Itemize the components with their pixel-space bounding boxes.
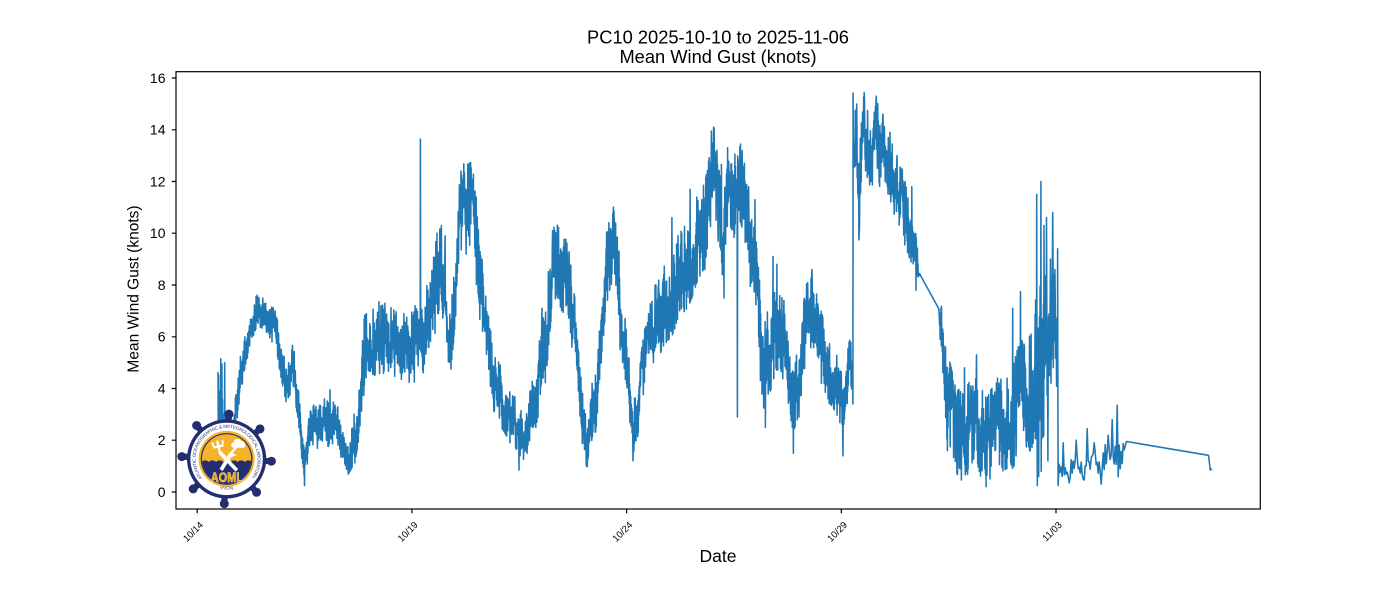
svg-text:NOAA: NOAA (219, 486, 233, 491)
svg-text:Mean Wind Gust (knots): Mean Wind Gust (knots) (126, 205, 143, 372)
svg-text:PC10 2025-10-10 to 2025-11-06: PC10 2025-10-10 to 2025-11-06 (587, 27, 849, 48)
svg-text:4: 4 (158, 380, 166, 396)
svg-text:0: 0 (158, 484, 166, 500)
svg-text:Date: Date (700, 546, 737, 566)
svg-text:10: 10 (150, 225, 166, 241)
svg-text:6: 6 (158, 329, 166, 345)
svg-text:12: 12 (150, 173, 166, 189)
svg-text:14: 14 (150, 122, 166, 138)
svg-text:2: 2 (158, 432, 166, 448)
svg-text:AOML: AOML (211, 470, 244, 486)
svg-text:Mean Wind Gust (knots): Mean Wind Gust (knots) (619, 46, 816, 67)
svg-text:8: 8 (158, 277, 166, 293)
svg-text:16: 16 (150, 70, 166, 86)
